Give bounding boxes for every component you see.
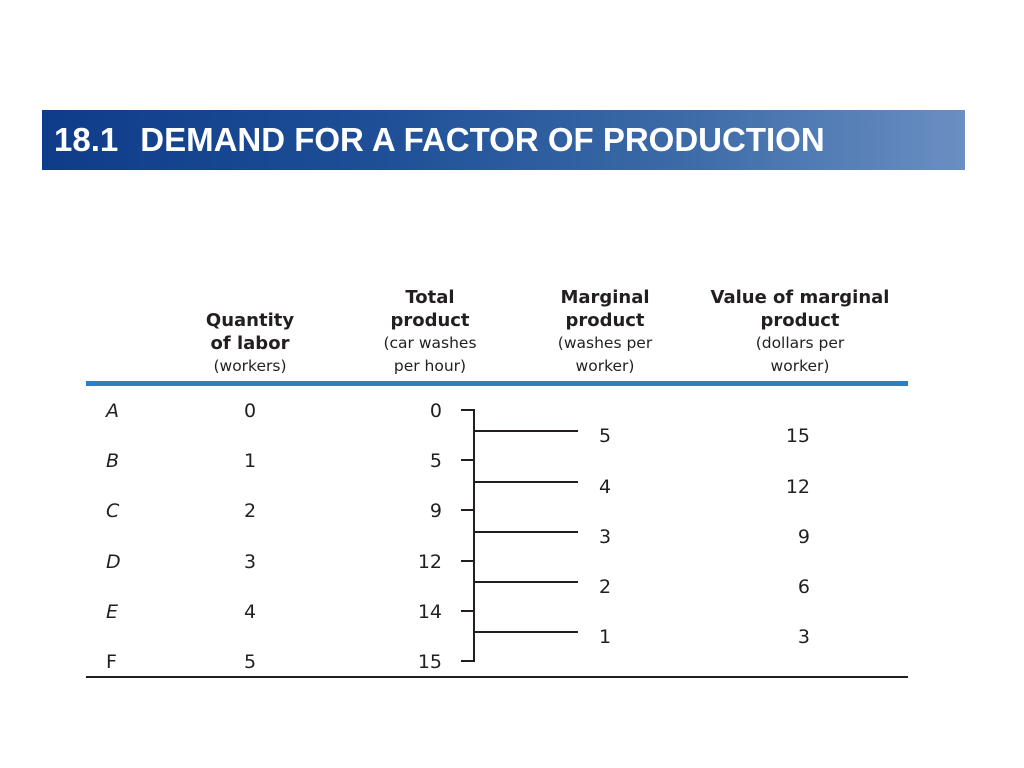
header-quantity: Quantity of labor (workers) [170,309,330,378]
header-quantity-unit: (workers) [213,357,287,375]
header-value-label: Value of marginal product [710,287,890,331]
header-marginal-label: Marginal product [560,287,650,331]
row-label: C [106,500,120,522]
quantity-cell: 5 [243,651,257,673]
total-cell: 5 [429,450,442,472]
value-cell: 15 [785,425,810,447]
quantity-cell: 1 [243,450,257,472]
bracket-connector [461,459,578,511]
quantity-cell: 3 [243,551,257,573]
title-banner: 18.1 DEMAND FOR A FACTOR OF PRODUCTION [42,110,965,170]
bottom-rule [86,676,908,678]
header-quantity-label: Quantity of labor [205,310,295,354]
marginal-cell: 1 [598,626,612,648]
header-marginal-unit: (washes per worker) [557,334,653,375]
header-value: Value of marginal product (dollars per w… [695,286,905,378]
value-cell: 12 [785,476,810,498]
section-title: DEMAND FOR A FACTOR OF PRODUCTION [140,121,825,158]
header-total-unit: (car washes per hour) [383,334,477,375]
bracket-connector [461,560,578,612]
row-label: D [106,551,121,573]
header-marginal: Marginal product (washes per worker) [530,286,680,378]
value-cell: 6 [797,576,810,598]
header-total: Total product (car washes per hour) [355,286,505,378]
marginal-cell: 2 [598,576,612,598]
bracket-connector [461,509,578,562]
row-label: B [106,450,120,472]
section-number: 18.1 [54,121,119,158]
marginal-cell: 4 [598,476,612,498]
total-cell: 0 [429,400,442,422]
marginal-cell: 5 [598,425,612,447]
row-label: F [106,651,117,673]
quantity-cell: 2 [243,500,257,522]
quantity-cell: 0 [243,400,257,422]
bracket-connector [461,610,578,662]
total-cell: 9 [429,500,442,522]
total-cell: 14 [417,601,442,623]
row-label: E [106,601,119,623]
row-label: A [106,400,119,422]
header-total-label: Total product [390,287,470,331]
header-value-unit: (dollars per worker) [755,334,845,375]
total-cell: 12 [417,551,442,573]
bracket-connector [461,409,578,461]
value-cell: 3 [797,626,810,648]
slide-title: 18.1 DEMAND FOR A FACTOR OF PRODUCTION [54,122,825,158]
marginal-cell: 3 [598,526,612,548]
value-cell: 9 [797,526,810,548]
total-cell: 15 [417,651,442,673]
quantity-cell: 4 [243,601,257,623]
header-rule [86,381,908,386]
